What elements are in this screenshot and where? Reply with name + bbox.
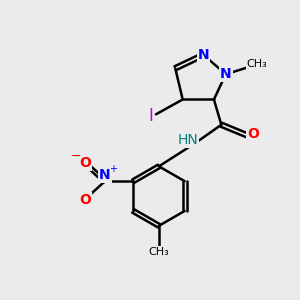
Text: +: + <box>109 164 117 174</box>
Text: N: N <box>99 168 111 182</box>
Text: CH₃: CH₃ <box>247 59 267 69</box>
Text: I: I <box>148 107 153 125</box>
Text: N: N <box>198 48 209 62</box>
Text: N: N <box>220 67 232 81</box>
Text: CH₃: CH₃ <box>148 247 169 256</box>
Text: O: O <box>79 156 91 170</box>
Text: O: O <box>79 193 91 207</box>
Text: HN: HN <box>177 133 198 147</box>
Text: −: − <box>71 150 81 163</box>
Text: O: O <box>247 127 259 141</box>
